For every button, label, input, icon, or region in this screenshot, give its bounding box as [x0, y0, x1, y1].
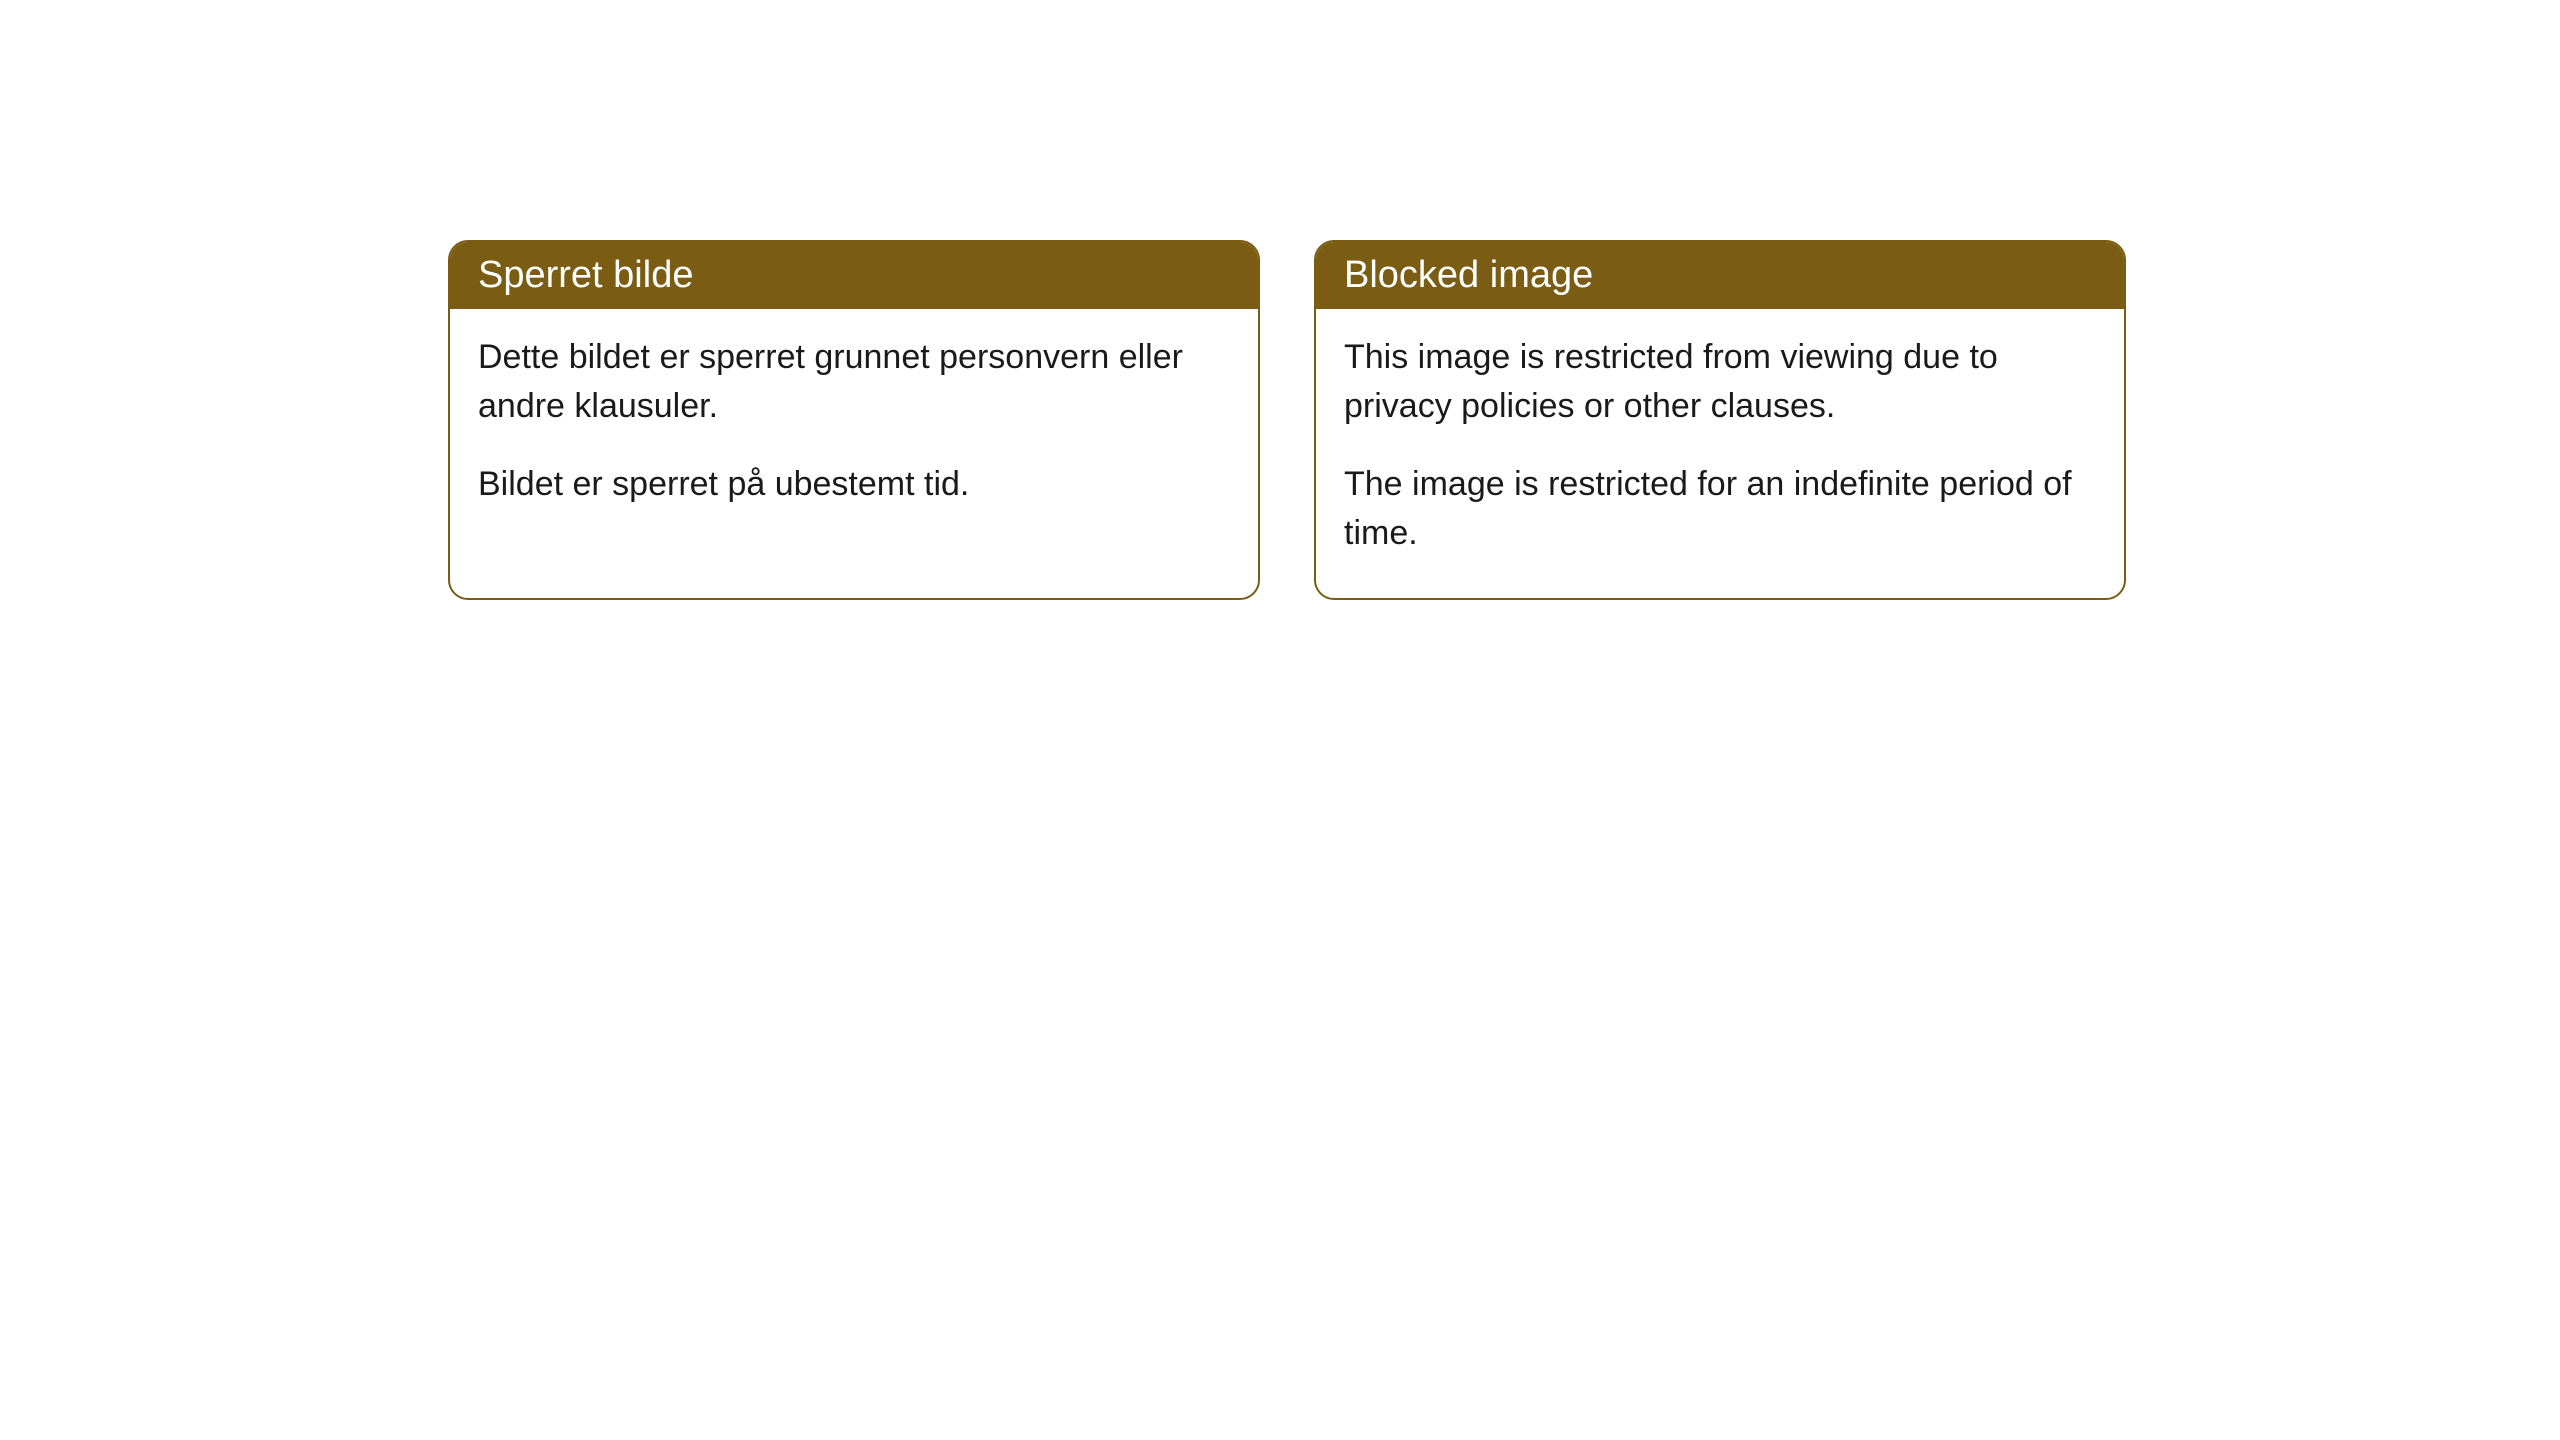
card-title: Blocked image: [1344, 254, 1593, 296]
card-header-english: Blocked image: [1316, 242, 2124, 309]
notice-cards-container: Sperret bilde Dette bildet er sperret gr…: [448, 240, 2126, 600]
card-body-norwegian: Dette bildet er sperret grunnet personve…: [450, 309, 1258, 549]
card-header-norwegian: Sperret bilde: [450, 242, 1258, 309]
card-paragraph: The image is restricted for an indefinit…: [1344, 460, 2096, 559]
notice-card-norwegian: Sperret bilde Dette bildet er sperret gr…: [448, 240, 1260, 600]
card-paragraph: Dette bildet er sperret grunnet personve…: [478, 333, 1230, 432]
card-body-english: This image is restricted from viewing du…: [1316, 309, 2124, 598]
card-paragraph: This image is restricted from viewing du…: [1344, 333, 2096, 432]
card-title: Sperret bilde: [478, 254, 693, 296]
card-paragraph: Bildet er sperret på ubestemt tid.: [478, 460, 1230, 509]
notice-card-english: Blocked image This image is restricted f…: [1314, 240, 2126, 600]
